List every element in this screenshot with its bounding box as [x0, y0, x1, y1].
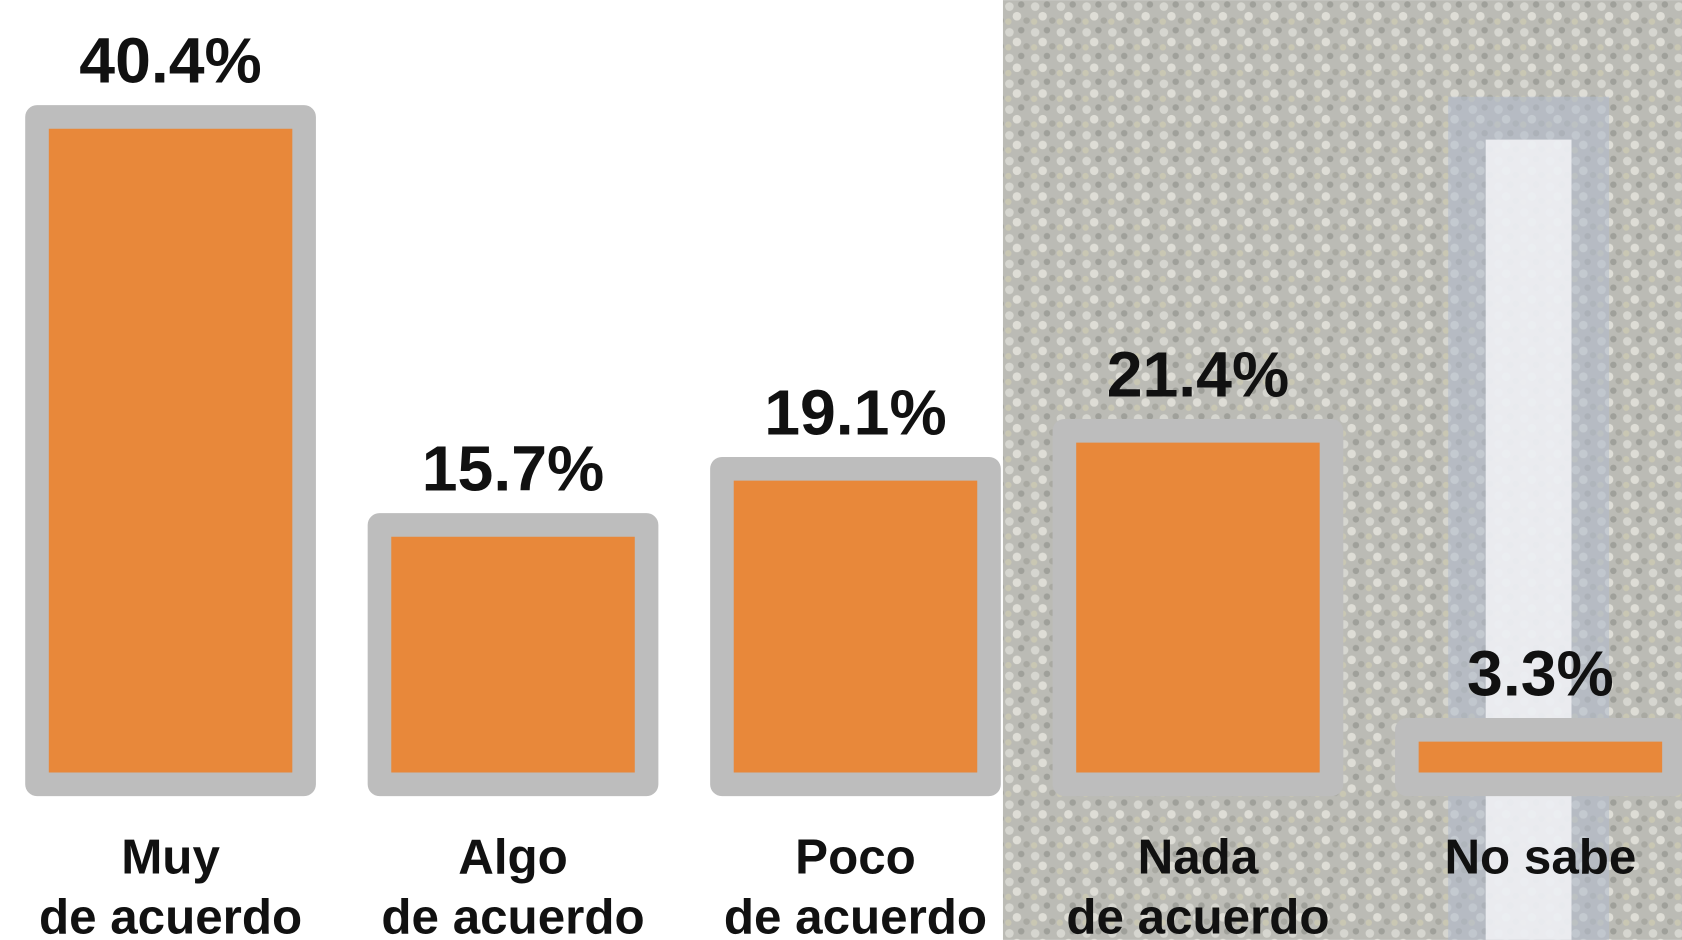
value-label: 40.4%	[79, 25, 262, 97]
x-tick-label: Algo de acuerdo	[381, 829, 644, 940]
bar	[367, 513, 659, 797]
x-tick-label: Nada de acuerdo	[1066, 829, 1329, 940]
bar	[25, 105, 316, 797]
bar	[1052, 418, 1344, 797]
value-label: 3.3%	[1467, 637, 1614, 709]
x-tick-label: Muy de acuerdo	[39, 829, 302, 940]
value-label: 15.7%	[422, 433, 605, 505]
bar	[710, 456, 1001, 797]
bar	[1395, 717, 1682, 797]
x-tick-label: No sabe	[1444, 829, 1636, 884]
value-label: 19.1%	[764, 376, 947, 448]
x-tick-label: Poco de acuerdo	[724, 829, 987, 940]
value-label: 21.4%	[1107, 338, 1290, 410]
